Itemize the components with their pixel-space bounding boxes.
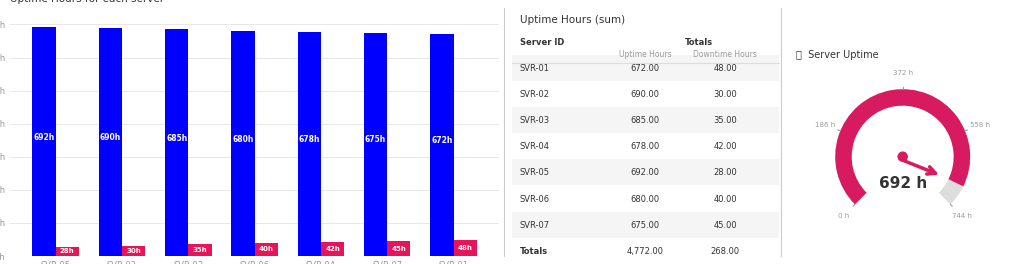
Bar — [364, 33, 387, 256]
Text: 4,772.00: 4,772.00 — [627, 247, 664, 256]
Text: 186 h: 186 h — [815, 121, 836, 128]
Text: 35h: 35h — [193, 247, 207, 253]
Text: 675.00: 675.00 — [631, 220, 659, 230]
Text: 680h: 680h — [232, 135, 254, 144]
Bar — [430, 34, 454, 256]
Text: 45h: 45h — [391, 246, 407, 252]
Text: 678h: 678h — [299, 135, 321, 144]
Text: 692.00: 692.00 — [631, 168, 659, 177]
Wedge shape — [836, 89, 970, 204]
Text: 558 h: 558 h — [970, 121, 990, 128]
Wedge shape — [836, 89, 970, 204]
Bar — [98, 28, 122, 256]
Text: ⓘ  Server Uptime: ⓘ Server Uptime — [796, 50, 879, 60]
Text: 372 h: 372 h — [893, 70, 912, 76]
Text: 48h: 48h — [458, 245, 473, 251]
Text: Server ID: Server ID — [520, 38, 564, 47]
Text: 30h: 30h — [126, 248, 141, 254]
Text: Totals: Totals — [520, 247, 548, 256]
Text: 692h: 692h — [34, 133, 54, 142]
Text: 672.00: 672.00 — [631, 64, 659, 73]
Text: SVR-04: SVR-04 — [520, 142, 550, 151]
Text: 48.00: 48.00 — [714, 64, 737, 73]
Bar — [387, 241, 411, 256]
Text: Uptime Hours (sum): Uptime Hours (sum) — [520, 15, 625, 25]
Text: SVR-06: SVR-06 — [520, 195, 550, 204]
Text: 28.00: 28.00 — [714, 168, 737, 177]
Text: 678.00: 678.00 — [631, 142, 659, 151]
Text: 268.00: 268.00 — [711, 247, 739, 256]
Bar — [122, 246, 145, 256]
Bar — [298, 32, 321, 256]
Text: 690.00: 690.00 — [631, 90, 659, 99]
Text: 692 h: 692 h — [879, 176, 927, 191]
Text: 42.00: 42.00 — [714, 142, 737, 151]
Text: 744 h: 744 h — [952, 213, 972, 219]
Text: 685h: 685h — [166, 134, 187, 143]
Bar — [454, 240, 477, 256]
Text: SVR-05: SVR-05 — [520, 168, 550, 177]
Text: 30.00: 30.00 — [714, 90, 737, 99]
Text: 0 h: 0 h — [838, 213, 849, 219]
Bar — [255, 243, 278, 256]
Text: 40.00: 40.00 — [714, 195, 737, 204]
Text: SVR-07: SVR-07 — [520, 220, 550, 230]
Text: 35.00: 35.00 — [714, 116, 737, 125]
Text: 40h: 40h — [259, 247, 273, 252]
Text: Uptime Hours for each server: Uptime Hours for each server — [10, 0, 165, 4]
Text: 685.00: 685.00 — [631, 116, 659, 125]
FancyBboxPatch shape — [512, 107, 778, 133]
Text: SVR-01: SVR-01 — [520, 64, 550, 73]
Text: 45.00: 45.00 — [714, 220, 737, 230]
Text: 672h: 672h — [431, 136, 453, 145]
Circle shape — [898, 152, 907, 161]
Bar — [231, 31, 255, 256]
Bar — [55, 247, 79, 256]
FancyBboxPatch shape — [512, 211, 778, 238]
Text: 28h: 28h — [60, 248, 75, 254]
Bar — [321, 242, 344, 256]
Bar — [33, 27, 55, 256]
FancyBboxPatch shape — [512, 159, 778, 185]
Text: 675h: 675h — [365, 135, 386, 144]
Text: SVR-02: SVR-02 — [520, 90, 550, 99]
Text: SVR-03: SVR-03 — [520, 116, 550, 125]
Bar — [165, 29, 188, 256]
FancyBboxPatch shape — [512, 55, 778, 81]
Text: 680.00: 680.00 — [631, 195, 659, 204]
Text: 690h: 690h — [99, 133, 121, 142]
Bar — [188, 244, 212, 256]
Text: 42h: 42h — [326, 246, 340, 252]
Text: Uptime Hours: Uptime Hours — [618, 50, 672, 59]
Text: Downtime Hours: Downtime Hours — [693, 50, 757, 59]
Text: Totals: Totals — [684, 38, 713, 47]
